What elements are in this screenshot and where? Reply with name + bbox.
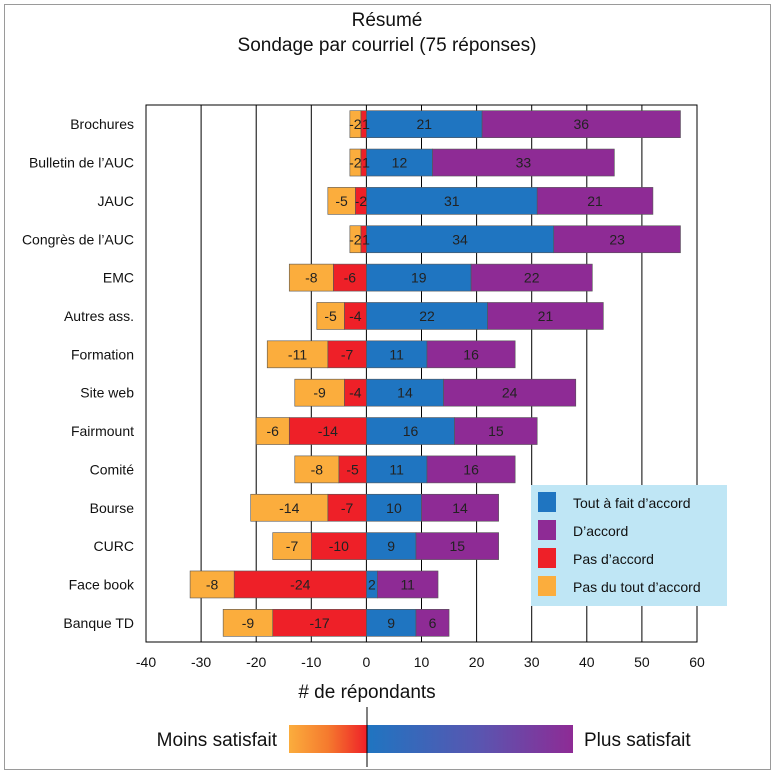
x-tick-label: 20	[469, 654, 485, 670]
legend-label-pas-du-tout: Pas du tout d’accord	[573, 579, 701, 595]
data-label-tout-a-fait: 19	[411, 270, 427, 286]
data-label-tout-a-fait: 10	[386, 500, 402, 516]
category-label-bourse: Bourse	[90, 500, 135, 516]
data-label-d-accord: 36	[574, 116, 590, 132]
category-label-site-web: Site web	[80, 385, 134, 401]
data-label-pas-du-tout: -8	[311, 461, 324, 477]
data-label-pas-d-accord: -7	[341, 500, 354, 516]
x-tick-label: 30	[524, 654, 540, 670]
x-tick-label: -40	[136, 654, 156, 670]
scale-left-label: Moins satisfait	[157, 730, 278, 751]
data-label-tout-a-fait: 21	[416, 116, 432, 132]
data-label-pas-du-tout: -2	[349, 116, 362, 132]
x-tick-label: 40	[579, 654, 595, 670]
category-label-comite: Comité	[90, 461, 135, 477]
data-label-pas-d-accord: -2	[355, 193, 368, 209]
x-tick-label: 10	[414, 654, 430, 670]
legend-swatch-pas-du-tout	[538, 576, 556, 596]
x-tick-label: 50	[634, 654, 650, 670]
data-label-d-accord: 21	[538, 308, 554, 324]
data-label-tout-a-fait: 31	[444, 193, 460, 209]
data-label-pas-d-accord: -4	[349, 308, 362, 324]
category-label-congre-s-de-l-auc: Congrès de l’AUC	[22, 231, 134, 247]
category-label-formation: Formation	[71, 346, 134, 362]
data-label-tout-a-fait: 11	[389, 346, 404, 362]
data-label-tout-a-fait: 16	[403, 423, 419, 439]
data-label-tout-a-fait: 34	[452, 231, 468, 247]
data-label-tout-a-fait: 2	[368, 576, 376, 592]
x-tick-label: -20	[246, 654, 266, 670]
category-label-autres-ass: Autres ass.	[64, 308, 134, 324]
data-label-pas-d-accord: -24	[290, 576, 310, 592]
x-tick-label: 0	[363, 654, 371, 670]
data-label-d-accord: 16	[463, 346, 479, 362]
satisfaction-scale: Moins satisfait Plus satisfait	[157, 707, 692, 767]
data-label-pas-du-tout: -5	[335, 193, 348, 209]
data-label-tout-a-fait: 14	[397, 385, 413, 401]
data-label-pas-du-tout: -2	[349, 231, 362, 247]
legend-label-pas-d-accord: Pas d’accord	[573, 551, 654, 567]
data-label-pas-d-accord: -7	[341, 346, 354, 362]
category-label-fairmount: Fairmount	[71, 423, 134, 439]
legend: Tout à fait d’accord D’accord Pas d’acco…	[531, 485, 727, 606]
x-tick-label: 60	[689, 654, 705, 670]
legend-swatch-tout-a-fait	[538, 492, 556, 512]
data-label-tout-a-fait: 12	[392, 155, 408, 171]
scale-left-gradient	[289, 725, 367, 753]
chart-subtitle: Sondage par courriel (75 réponses)	[238, 35, 537, 56]
data-label-pas-du-tout: -7	[286, 538, 299, 554]
data-label-pas-du-tout: -5	[324, 308, 337, 324]
data-label-d-accord: 15	[488, 423, 504, 439]
data-label-pas-d-accord: -5	[346, 461, 359, 477]
data-label-pas-du-tout: -8	[206, 576, 219, 592]
data-label-tout-a-fait: 22	[419, 308, 435, 324]
x-tick-label: -10	[301, 654, 321, 670]
data-label-pas-d-accord: -17	[309, 615, 329, 631]
data-label-d-accord: 16	[463, 461, 479, 477]
legend-swatch-pas-d-accord	[538, 548, 556, 568]
legend-label-tout-a-fait: Tout à fait d’accord	[573, 495, 691, 511]
data-label-pas-du-tout: -2	[349, 155, 362, 171]
category-label-face-book: Face book	[69, 576, 135, 592]
category-label-brochures: Brochures	[70, 116, 134, 132]
data-label-d-accord: 24	[502, 385, 518, 401]
data-label-pas-du-tout: -9	[242, 615, 255, 631]
chart-title: Résumé	[352, 10, 423, 31]
data-label-pas-du-tout: -11	[288, 346, 307, 362]
category-label-bulletin-de-l-auc: Bulletin de l’AUC	[29, 155, 134, 171]
x-tick-label: -30	[191, 654, 211, 670]
x-tick-labels: -40 -30 -20 -10 0 10 20 30 40 50 60	[136, 654, 705, 670]
data-label-d-accord: 33	[516, 155, 532, 171]
data-label-d-accord: 21	[587, 193, 603, 209]
category-labels: Brochures Bulletin de l’AUC JAUC Congrès de…	[22, 116, 135, 631]
data-label-pas-d-accord: -14	[318, 423, 338, 439]
data-label-pas-d-accord: -10	[329, 538, 349, 554]
data-label-d-accord: 11	[400, 576, 415, 592]
data-label-pas-du-tout: -9	[313, 385, 326, 401]
category-label-emc: EMC	[103, 270, 134, 286]
data-label-d-accord: 22	[524, 270, 540, 286]
category-label-banque-td: Banque TD	[63, 615, 134, 631]
legend-swatch-d-accord	[538, 520, 556, 540]
scale-right-label: Plus satisfait	[584, 730, 691, 751]
data-label-tout-a-fait: 11	[389, 461, 404, 477]
legend-label-d-accord: D’accord	[573, 523, 628, 539]
data-label-d-accord: 15	[450, 538, 466, 554]
x-axis-label: # de répondants	[298, 682, 435, 703]
data-label-tout-a-fait: 9	[387, 615, 395, 631]
data-label-d-accord: 6	[429, 615, 437, 631]
data-label-pas-d-accord: -6	[344, 270, 357, 286]
data-label-d-accord: 23	[609, 231, 625, 247]
data-label-pas-du-tout: -8	[305, 270, 318, 286]
data-label-tout-a-fait: 9	[387, 538, 395, 554]
data-label-pas-d-accord: -4	[349, 385, 362, 401]
scale-right-gradient	[367, 725, 573, 753]
data-label-pas-du-tout: -14	[279, 500, 299, 516]
category-label-curc: CURC	[94, 538, 134, 554]
data-label-pas-du-tout: -6	[267, 423, 280, 439]
data-label-d-accord: 14	[452, 500, 468, 516]
category-label-jauc: JAUC	[97, 193, 134, 209]
